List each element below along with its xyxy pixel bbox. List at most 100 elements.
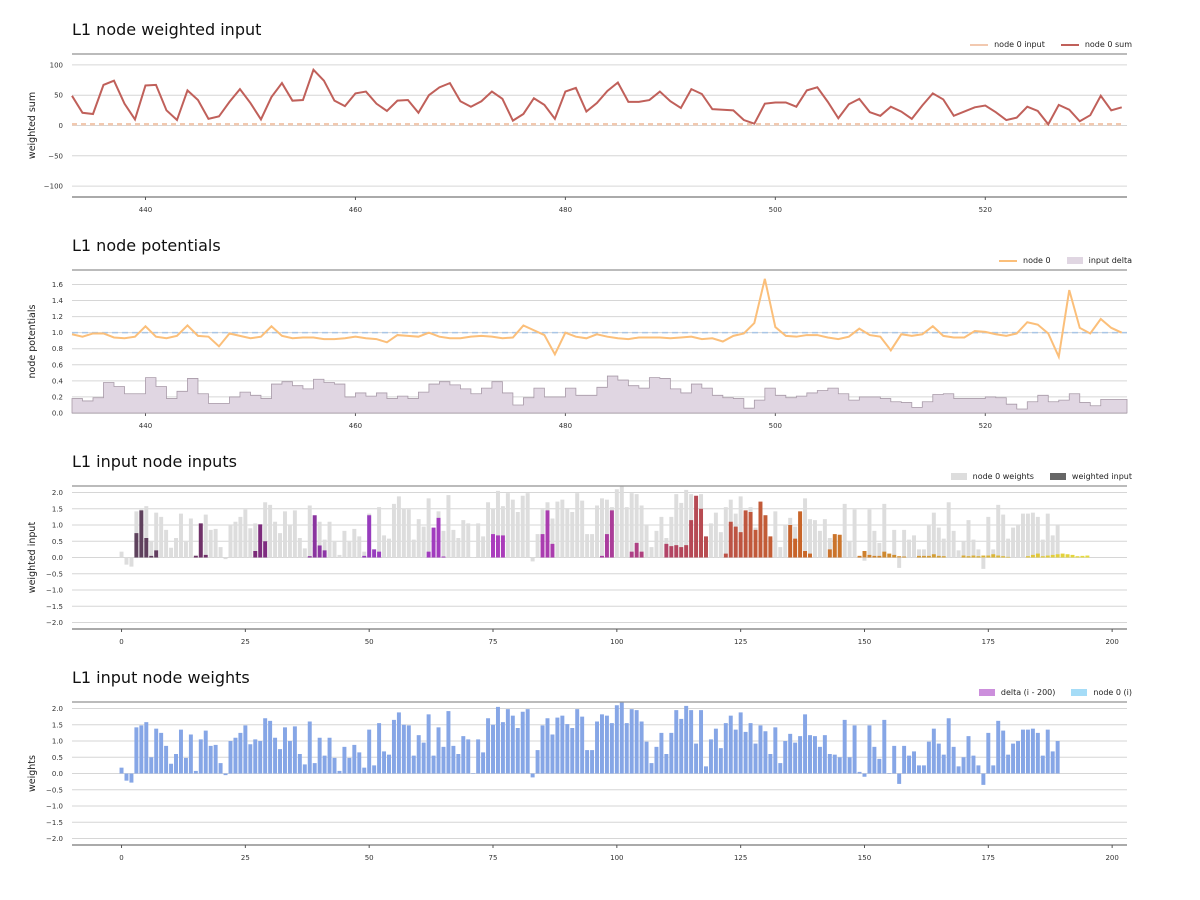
bar-weighted-input xyxy=(629,551,634,558)
bar-node-0-weight xyxy=(213,528,218,558)
x-tick-label: 460 xyxy=(349,206,362,214)
bar-node-0-weight xyxy=(119,551,124,558)
bar-node-0-weight xyxy=(203,730,208,774)
bar-weighted-input xyxy=(322,550,327,558)
bar-node-0-weight xyxy=(812,520,817,558)
bar-node-0-weight xyxy=(347,541,352,558)
bar-node-0-weight xyxy=(1035,732,1040,774)
bar-node-0-weight xyxy=(941,538,946,558)
bar-node-0-weight xyxy=(218,547,223,558)
bar-node-0-weight xyxy=(278,749,283,774)
y-tick-label: −1.0 xyxy=(46,803,63,811)
bar-node-0-weight xyxy=(248,744,253,774)
bar-node-0-weight xyxy=(292,510,297,558)
bar-node-0-weight xyxy=(867,725,872,774)
bar-node-0-weight xyxy=(664,754,669,774)
bar-node-0-weight xyxy=(253,739,258,774)
bar-node-0-weight xyxy=(778,763,783,774)
legend-swatch xyxy=(1049,473,1066,480)
bar-weighted-input xyxy=(609,510,614,558)
plot-series xyxy=(71,278,1128,414)
bar-node-0-weight xyxy=(535,750,540,774)
bar-weighted-input xyxy=(1045,555,1050,558)
x-tick-label: 480 xyxy=(559,206,572,214)
chart-legend: delta (i - 200) node 0 (i) xyxy=(978,688,1132,697)
bar-weighted-input xyxy=(550,543,555,558)
bar-node-0-weight xyxy=(852,509,857,558)
bar-node-0-weight xyxy=(139,725,144,774)
bar-weighted-input xyxy=(936,555,941,558)
bar-weighted-input xyxy=(793,538,798,558)
bar-weighted-input xyxy=(193,555,198,558)
bar-node-0-weight xyxy=(768,754,773,774)
bar-node-0-weight xyxy=(852,725,857,774)
bar-node-0-weight xyxy=(411,755,416,774)
bar-node-0-weight xyxy=(421,742,426,774)
bar-node-0-weight xyxy=(406,509,411,558)
bar-weighted-input xyxy=(1065,554,1070,558)
bar-node-0-weight xyxy=(520,495,525,558)
bar-node-0-weight xyxy=(748,723,753,774)
x-tick-label: 150 xyxy=(858,854,871,862)
bar-weighted-input xyxy=(991,554,996,558)
bar-node-0-weight xyxy=(218,763,223,774)
bar-node-0-weight xyxy=(931,728,936,774)
bar-node-0-weight xyxy=(733,729,738,774)
bar-node-0-weight xyxy=(684,489,689,558)
bar-node-0-weight xyxy=(822,519,827,558)
bar-weighted-input xyxy=(540,534,545,558)
bar-node-0-weight xyxy=(164,745,169,774)
bar-weighted-input xyxy=(832,534,837,558)
bar-node-0-weight xyxy=(228,741,233,774)
bar-weighted-input xyxy=(738,532,743,558)
y-axis-label: node potentials xyxy=(27,304,38,378)
bar-node-0-weight xyxy=(287,741,292,774)
bar-node-0-weight xyxy=(154,512,159,558)
bar-weighted-input xyxy=(1070,554,1075,558)
bar-node-0-weight xyxy=(753,743,758,774)
bar-node-0-weight xyxy=(238,516,243,558)
legend-entry: node 0 input xyxy=(970,40,1045,49)
bar-node-0-weight xyxy=(1045,513,1050,558)
bar-node-0-weight xyxy=(996,720,1001,774)
bar-node-0-weight xyxy=(169,547,174,558)
legend-label: node 0 xyxy=(1023,256,1051,265)
bar-node-0-weight xyxy=(996,504,1001,558)
bar-weighted-input xyxy=(1035,553,1040,558)
y-tick-label: 50 xyxy=(54,92,63,100)
bar-weighted-input xyxy=(931,554,936,558)
x-tick-label: 25 xyxy=(241,638,250,646)
x-tick-label: 0 xyxy=(119,638,123,646)
bar-weighted-input xyxy=(723,553,728,558)
bar-node-0-weight xyxy=(699,710,704,774)
bar-node-0-weight xyxy=(604,499,609,558)
bar-node-0-weight xyxy=(183,541,188,558)
bar-weighted-input xyxy=(798,511,803,558)
bar-node-0-weight xyxy=(391,503,396,558)
bar-weighted-input xyxy=(436,517,441,558)
bar-node-0-weight xyxy=(738,712,743,774)
bar-weighted-input xyxy=(1060,553,1065,558)
x-tick-label: 200 xyxy=(1105,638,1118,646)
chart-axes: −2.0 −1.5 −1.0 −0.5 0.0 0.5 1.0 1.5 2.0 0 25 50 75 10… xyxy=(27,485,1127,646)
y-tick-label: −100 xyxy=(44,183,63,191)
bar-node-0-weight xyxy=(441,746,446,774)
bar-weighted-input xyxy=(862,551,867,558)
bar-node-0-weight xyxy=(1011,743,1016,774)
bar-node-0-weight xyxy=(1021,729,1025,774)
y-tick-label: −1.5 xyxy=(46,819,63,827)
bar-weighted-input xyxy=(921,555,926,558)
x-tick-label: 75 xyxy=(489,854,498,862)
bar-node-0-weight xyxy=(679,718,684,774)
y-tick-label: 0.0 xyxy=(52,770,63,778)
bar-node-0-weight xyxy=(926,525,931,558)
bar-weighted-input xyxy=(367,515,372,558)
bar-node-0-weight xyxy=(263,502,268,558)
bar-node-0-weight xyxy=(916,765,921,774)
bar-node-0-weight xyxy=(723,723,728,774)
bar-node-0-weight xyxy=(976,549,981,558)
bar-node-0-weight xyxy=(505,493,510,558)
bar-node-0-weight xyxy=(624,723,629,774)
bar-weighted-input xyxy=(495,535,500,558)
